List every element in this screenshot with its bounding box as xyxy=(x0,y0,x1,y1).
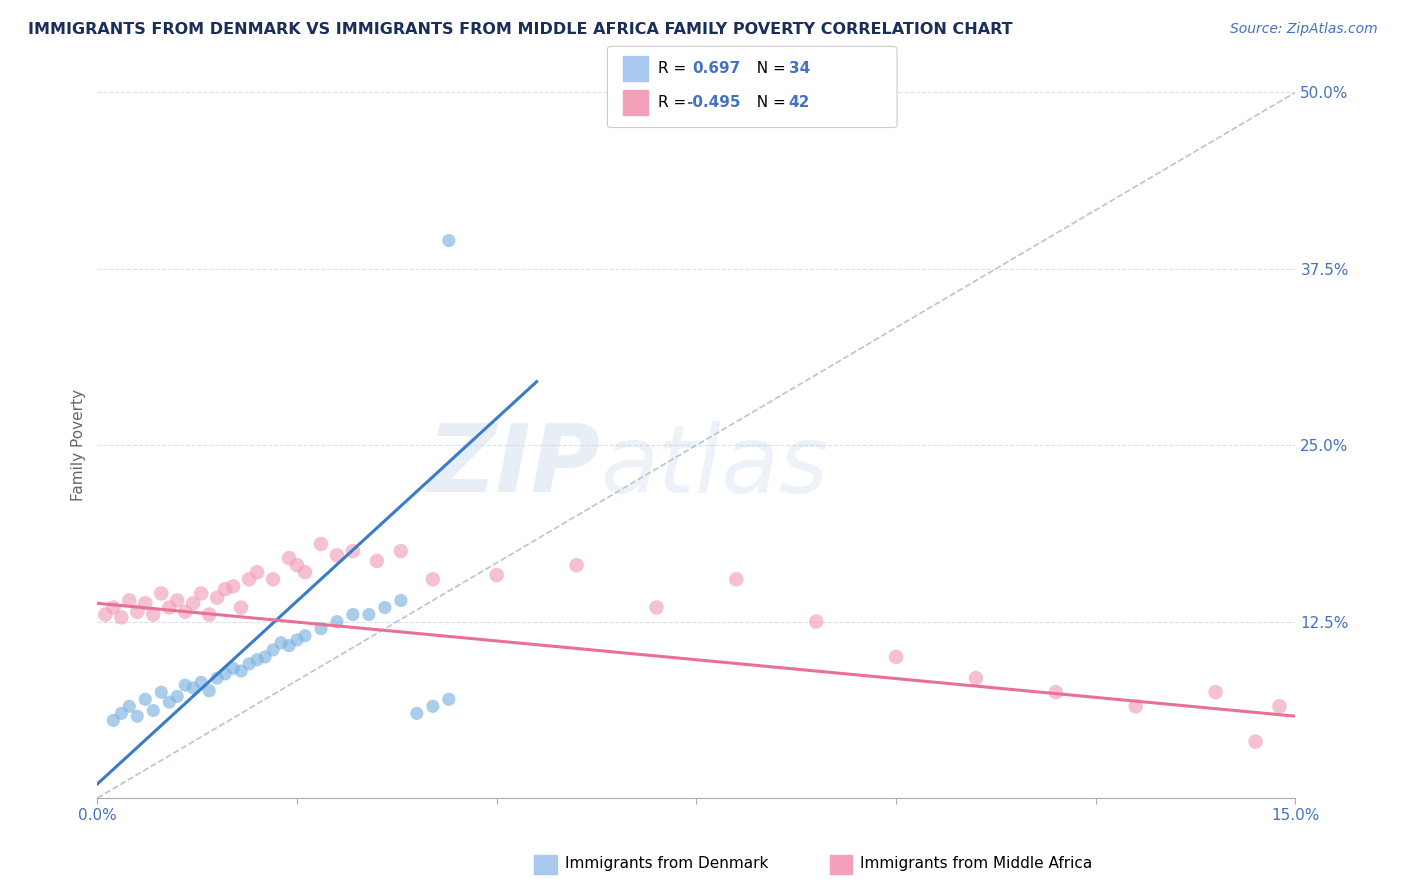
Text: IMMIGRANTS FROM DENMARK VS IMMIGRANTS FROM MIDDLE AFRICA FAMILY POVERTY CORRELAT: IMMIGRANTS FROM DENMARK VS IMMIGRANTS FR… xyxy=(28,22,1012,37)
Point xyxy=(422,699,444,714)
Point xyxy=(357,607,380,622)
Point xyxy=(246,653,269,667)
Point xyxy=(285,632,308,647)
Point xyxy=(174,678,197,692)
Point xyxy=(246,566,269,580)
Point xyxy=(157,695,180,709)
Point xyxy=(309,622,332,636)
Point xyxy=(366,554,388,568)
Text: R =: R = xyxy=(658,95,692,110)
Point xyxy=(294,566,316,580)
Point xyxy=(103,714,125,728)
Point xyxy=(157,600,180,615)
Point xyxy=(222,579,245,593)
Point xyxy=(254,649,277,664)
Point xyxy=(1268,699,1291,714)
Text: Immigrants from Middle Africa: Immigrants from Middle Africa xyxy=(860,856,1092,871)
Point xyxy=(238,657,260,671)
Point xyxy=(565,558,588,573)
Point xyxy=(270,636,292,650)
Point xyxy=(285,558,308,573)
Point xyxy=(485,568,508,582)
Point xyxy=(181,681,204,695)
Point xyxy=(198,683,221,698)
Point xyxy=(326,549,349,563)
Point xyxy=(278,639,301,653)
Text: -0.495: -0.495 xyxy=(686,95,741,110)
Point xyxy=(806,615,828,629)
Point xyxy=(205,671,228,685)
Point xyxy=(1244,734,1267,748)
Point xyxy=(166,690,188,704)
Point xyxy=(1205,685,1227,699)
Point xyxy=(222,661,245,675)
Text: 42: 42 xyxy=(789,95,810,110)
Point xyxy=(110,706,132,721)
Point xyxy=(1045,685,1067,699)
Point xyxy=(294,629,316,643)
Point xyxy=(94,607,117,622)
Text: N =: N = xyxy=(747,62,790,76)
Point xyxy=(142,704,165,718)
Text: ZIP: ZIP xyxy=(427,420,600,512)
Point xyxy=(437,692,460,706)
Point xyxy=(645,600,668,615)
Text: atlas: atlas xyxy=(600,421,828,512)
Point xyxy=(181,596,204,610)
Point xyxy=(309,537,332,551)
Point xyxy=(725,572,748,586)
Point xyxy=(278,551,301,566)
Point xyxy=(965,671,987,685)
Point xyxy=(389,593,412,607)
Point xyxy=(326,615,349,629)
Point xyxy=(342,607,364,622)
Point xyxy=(166,593,188,607)
Point xyxy=(150,685,173,699)
Point xyxy=(262,643,284,657)
Text: Immigrants from Denmark: Immigrants from Denmark xyxy=(565,856,769,871)
Point xyxy=(134,692,156,706)
Point xyxy=(150,586,173,600)
Point xyxy=(1125,699,1147,714)
Point xyxy=(238,572,260,586)
Point xyxy=(884,649,907,664)
Point xyxy=(214,666,236,681)
Text: R =: R = xyxy=(658,62,692,76)
Point xyxy=(205,591,228,605)
Point xyxy=(229,664,252,678)
Y-axis label: Family Poverty: Family Poverty xyxy=(72,389,86,501)
Text: N =: N = xyxy=(747,95,790,110)
Point xyxy=(437,234,460,248)
Point xyxy=(127,709,149,723)
Point xyxy=(118,699,141,714)
Point xyxy=(198,607,221,622)
Point xyxy=(422,572,444,586)
Point xyxy=(342,544,364,558)
Point xyxy=(118,593,141,607)
Text: 34: 34 xyxy=(789,62,810,76)
Point xyxy=(142,607,165,622)
Point xyxy=(110,610,132,624)
Point xyxy=(190,586,212,600)
Point xyxy=(174,605,197,619)
Text: Source: ZipAtlas.com: Source: ZipAtlas.com xyxy=(1230,22,1378,37)
Point xyxy=(389,544,412,558)
Point xyxy=(405,706,427,721)
Point xyxy=(214,582,236,597)
Point xyxy=(262,572,284,586)
Point xyxy=(103,600,125,615)
Text: 0.697: 0.697 xyxy=(692,62,740,76)
Point xyxy=(127,605,149,619)
Point xyxy=(229,600,252,615)
Point xyxy=(190,675,212,690)
Point xyxy=(374,600,396,615)
Point xyxy=(134,596,156,610)
